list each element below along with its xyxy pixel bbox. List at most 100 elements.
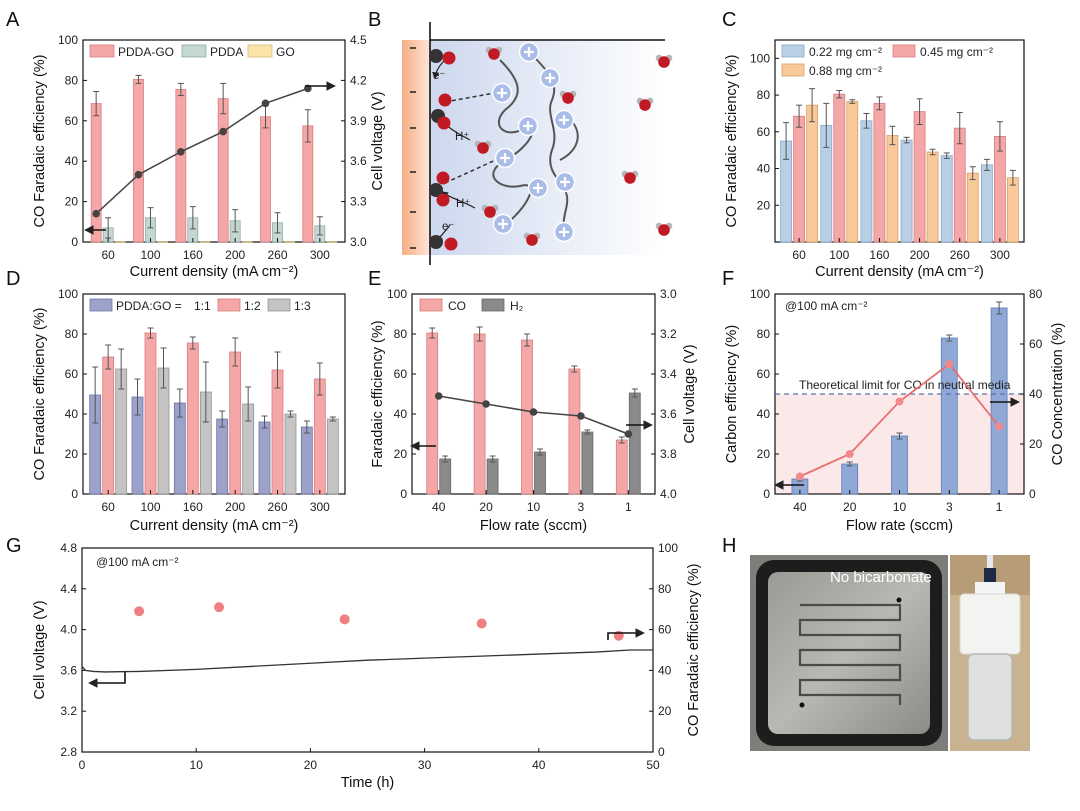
water-oxygen xyxy=(624,172,636,184)
chart-f-y-tick-label: 60 xyxy=(757,367,771,381)
chart-a-y2-tick-label: 3.3 xyxy=(350,195,367,209)
a-bar xyxy=(114,241,126,244)
chart-e-legend-swatch xyxy=(419,298,443,312)
a-x-tick-label: 100 xyxy=(140,248,160,262)
water-oxygen xyxy=(658,56,670,68)
chart-f: 40 20 10 3 1 Theoretical limit for CO in neut… xyxy=(724,287,1066,534)
e-x-tick-label: 1 xyxy=(625,500,632,514)
chart-e-y2-tick-label: 3.4 xyxy=(660,367,677,381)
panel-label-g: G xyxy=(6,535,22,557)
d-x-tick-label: 260 xyxy=(267,500,287,514)
panel-label-c: C xyxy=(722,9,736,31)
chart-f-y-tick-label: 40 xyxy=(757,407,771,421)
chart-f-concentration-point xyxy=(845,450,854,458)
chart-f-x-tick-label: 1 xyxy=(996,500,1003,514)
electron-label-1: e⁻ xyxy=(433,70,445,82)
chart-g-faradaic-point xyxy=(134,606,145,617)
chart-a-legend-swatch xyxy=(89,44,115,58)
d-bar xyxy=(102,356,115,495)
chart-g-y-tick-label: 3.6 xyxy=(60,663,77,677)
chart-a-y2-tick-label: 3.9 xyxy=(350,114,367,128)
proton-label-1: H⁺ xyxy=(455,131,469,143)
chart-f-y2-tick-label: 20 xyxy=(1029,437,1043,451)
a-bar xyxy=(302,125,314,243)
water-oxygen xyxy=(562,92,574,104)
e-bar xyxy=(615,439,628,495)
chart-a: 60 100 160 200 260 300 0 20 40 60 80 100 3.0 3.3 3.6 3.… xyxy=(32,33,386,280)
chart-d-legend-swatch xyxy=(89,298,113,312)
chart-a-y-tick-label: 100 xyxy=(58,33,78,47)
plus-icon xyxy=(498,219,508,229)
d-x-tick-label: 200 xyxy=(225,500,245,514)
water-oxygen xyxy=(658,224,670,236)
e-bar xyxy=(628,392,641,495)
electrode-region xyxy=(402,40,430,255)
c-x-tick-label: 160 xyxy=(869,248,889,262)
c-bar xyxy=(940,155,953,243)
water-oxygen xyxy=(477,142,489,154)
chart-c-ylabel: CO Faradaic efficiency (%) xyxy=(724,55,740,228)
chart-g-left-arrow xyxy=(88,672,126,688)
chart-a-y-tick-label: 60 xyxy=(65,114,79,128)
chart-g-right-arrow xyxy=(607,628,645,640)
chart-g-x-tick-label: 30 xyxy=(418,758,432,772)
chart-g-y-tick-label: 4.0 xyxy=(60,623,77,637)
dashed-bonds xyxy=(444,91,501,184)
plus-icon xyxy=(524,47,534,57)
chart-g-y2-tick-label: 80 xyxy=(658,582,672,596)
chart-d-ylabel: CO Faradaic efficiency (%) xyxy=(32,308,48,481)
chart-c-y-tick-label: 60 xyxy=(757,125,771,139)
c-bar xyxy=(966,172,979,243)
chart-c-frame xyxy=(774,39,1025,243)
chart-g-ylabel: Cell voltage (V) xyxy=(32,600,48,699)
chart-f-bar xyxy=(990,307,1008,495)
e-x-tick-label: 40 xyxy=(432,500,446,514)
panel-label-b: B xyxy=(368,9,381,31)
chart-f-xlabel: Flow rate (sccm) xyxy=(846,518,953,534)
e-bar xyxy=(473,333,486,495)
chart-f-y2-tick-label: 60 xyxy=(1029,337,1043,351)
plus-icon xyxy=(497,88,507,98)
chart-g-y2-tick-label: 20 xyxy=(658,704,672,718)
chart-f-annotation: @100 mA cm⁻² xyxy=(785,299,868,313)
d-x-tick-label: 160 xyxy=(183,500,203,514)
panel-label-f: F xyxy=(722,268,734,290)
chart-e-voltage-point xyxy=(529,408,538,416)
glass-vial xyxy=(967,653,1013,741)
c-bar xyxy=(994,136,1006,243)
chart-f-bar xyxy=(891,435,908,495)
chart-e-legend-swatch xyxy=(481,298,505,312)
chart-c-y-tick-label: 100 xyxy=(750,51,770,65)
device-photo: No bicarbonate xyxy=(750,555,1030,751)
c-bar xyxy=(846,101,859,243)
water-oxygen xyxy=(484,206,496,218)
chart-d-legend-swatch xyxy=(267,298,291,312)
water-molecules xyxy=(474,46,673,246)
proton-label-2: H⁺ xyxy=(456,198,470,210)
c-bar xyxy=(860,120,873,243)
e-bar xyxy=(581,431,594,495)
inlet-hole xyxy=(896,597,902,603)
d-bar xyxy=(216,418,229,495)
chart-a-y-tick-label: 20 xyxy=(65,195,79,209)
chart-c-legend-swatch xyxy=(892,44,916,58)
c-bar xyxy=(873,102,886,243)
outlet-hole xyxy=(799,702,805,708)
e-bar xyxy=(534,451,546,495)
chart-a-y-tick-label: 0 xyxy=(71,235,78,249)
e-bar xyxy=(486,458,499,495)
chart-g-faradaic-point xyxy=(476,618,487,629)
c-x-tick-label: 260 xyxy=(950,248,970,262)
chart-g-x-tick-label: 50 xyxy=(646,758,660,772)
photo-caption: No bicarbonate xyxy=(830,569,932,586)
chart-g-y-tick-label: 2.8 xyxy=(60,745,77,759)
water-oxygen xyxy=(488,48,500,60)
plus-icon xyxy=(559,115,569,125)
e-bar xyxy=(426,332,439,495)
chart-a-voltage-line xyxy=(95,87,309,215)
c-bar xyxy=(1007,177,1019,243)
electrolyte-region xyxy=(402,40,665,255)
chart-a-voltage-point xyxy=(219,127,227,136)
